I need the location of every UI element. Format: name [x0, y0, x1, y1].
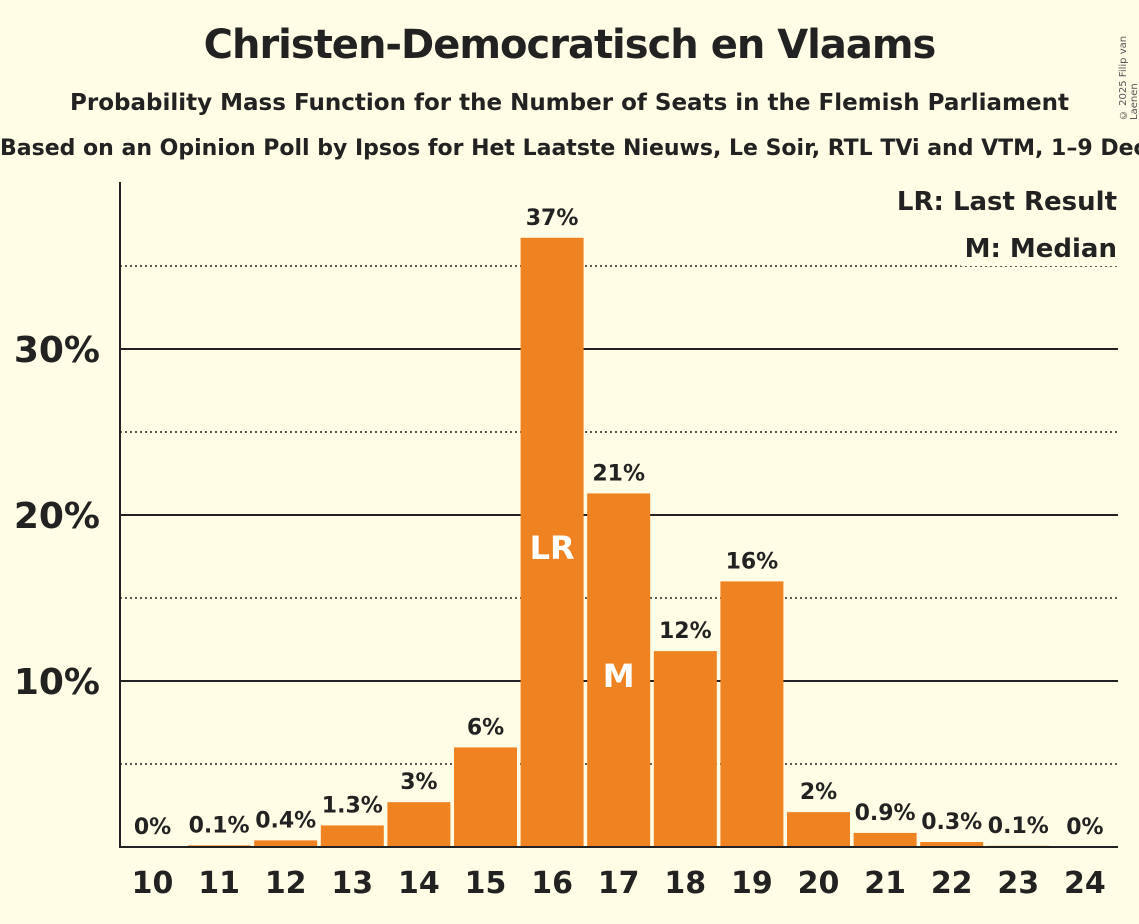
- x-tick-label: 20: [798, 866, 840, 901]
- data-label: 6%: [467, 715, 504, 740]
- bar-seat-15: [454, 747, 517, 847]
- chart-subtitle: Probability Mass Function for the Number…: [70, 90, 1069, 116]
- x-tick-label: 10: [132, 866, 174, 901]
- x-tick-label: 11: [198, 866, 240, 901]
- bar-seat-14: [387, 802, 451, 847]
- legend: LR: Last Result M: Median: [892, 185, 1121, 266]
- data-label: 0.4%: [255, 808, 316, 833]
- data-label: 2%: [800, 780, 837, 805]
- bar-seat-21: [853, 832, 917, 847]
- bar-seat-22: [920, 842, 984, 847]
- x-tick-label: 23: [997, 866, 1039, 901]
- data-label: 0.3%: [921, 810, 982, 835]
- x-tick-label: 24: [1064, 866, 1106, 901]
- data-label: 1.3%: [322, 793, 383, 818]
- x-tick-label: 19: [731, 866, 773, 901]
- data-label: 0.1%: [988, 814, 1049, 839]
- x-tick-label: 16: [531, 866, 573, 901]
- labels: 10% 20% 30% 0% 10 0.1% 11 0.4% 12 1.3% 13 3% 14 6% 15 3…: [14, 206, 1106, 901]
- bar-seat-19: [720, 581, 784, 847]
- x-tick-label: 18: [664, 866, 706, 901]
- bar-seat-13: [320, 825, 384, 847]
- legend-background: [892, 185, 1121, 219]
- bar-seat-17: [587, 493, 651, 847]
- data-label: 0%: [1066, 815, 1103, 840]
- chart-title: Christen-Democratisch en Vlaams: [203, 22, 937, 68]
- y-tick-label: 10%: [14, 662, 100, 703]
- data-label: 37%: [526, 206, 579, 231]
- y-tick-label: 30%: [14, 330, 100, 371]
- bar-seat-20: [787, 812, 850, 847]
- legend-entry: LR: Last Result: [897, 187, 1117, 217]
- data-label: 16%: [726, 549, 779, 574]
- in-bar-label-lr: LR: [530, 529, 575, 567]
- data-label: 0.9%: [855, 801, 916, 826]
- x-tick-label: 14: [398, 866, 440, 901]
- data-label: 0.1%: [189, 813, 250, 838]
- legend-background: [960, 232, 1121, 266]
- x-tick-label: 13: [331, 866, 373, 901]
- data-label: 12%: [659, 619, 712, 644]
- data-label: 0%: [134, 815, 171, 840]
- y-tick-label: 20%: [14, 496, 100, 537]
- data-label: 21%: [592, 461, 645, 486]
- data-label: 3%: [400, 770, 437, 795]
- chart-source: Based on an Opinion Poll by Ipsos for He…: [0, 136, 1139, 161]
- axes: [119, 182, 1118, 848]
- legend-entry: M: Median: [965, 234, 1117, 264]
- bar-seat-18: [653, 651, 717, 847]
- x-tick-label: 12: [265, 866, 307, 901]
- x-tick-label: 15: [465, 866, 507, 901]
- x-tick-label: 17: [598, 866, 640, 901]
- x-tick-label: 21: [864, 866, 906, 901]
- x-tick-label: 22: [931, 866, 973, 901]
- in-bar-label-m: M: [603, 657, 635, 695]
- bar-seat-12: [254, 840, 318, 847]
- bar-seat-16: [520, 237, 584, 847]
- bars: [187, 237, 1050, 847]
